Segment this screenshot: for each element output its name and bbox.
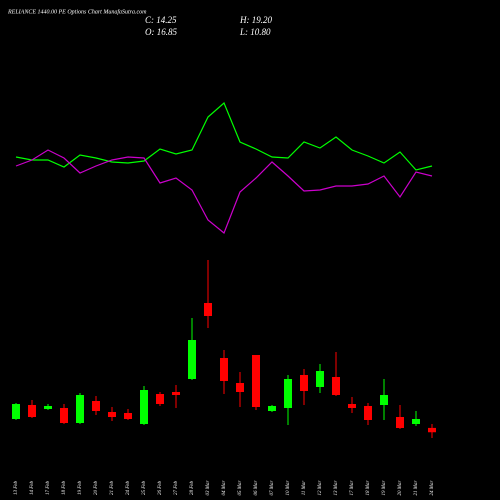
candle-body [348, 404, 356, 408]
candle-body [236, 383, 244, 392]
stat-high: H: 19.20 [239, 15, 272, 25]
candle-body [364, 406, 372, 420]
candle-body [156, 394, 164, 404]
x-tick-label: 17 Mar [350, 481, 355, 496]
x-tick-label: 14 Feb [30, 480, 35, 495]
x-tick-label: 28 Feb [190, 480, 195, 495]
x-tick-label: 25 Feb [142, 480, 147, 495]
x-tick-label: 21 Feb [110, 480, 115, 495]
stat-open: O: 16.85 [145, 27, 177, 37]
candle-body [140, 390, 148, 424]
candle-body [428, 427, 436, 433]
stat-low: L: 10.80 [239, 27, 271, 37]
x-tick-label: 05 Mar [238, 481, 243, 496]
x-tick-label: 13 Feb [14, 480, 19, 495]
candle-body [12, 404, 20, 419]
indicator-line [15, 101, 433, 171]
candle-body [28, 405, 36, 417]
candle-body [396, 417, 404, 428]
candle-body [204, 303, 212, 316]
candle-body [92, 401, 100, 411]
x-tick-label: 17 Feb [46, 480, 51, 495]
candle-body [252, 355, 260, 407]
candle-body [284, 379, 292, 408]
indicator-line [15, 149, 433, 234]
candle-body [124, 413, 132, 419]
x-tick-label: 21 Mar [414, 481, 419, 496]
candle-body [172, 392, 180, 395]
x-tick-label: 11 Mar [302, 481, 307, 496]
candle-body [188, 340, 196, 379]
candle-body [332, 377, 340, 395]
candle-body [108, 412, 116, 417]
x-tick-label: 26 Feb [158, 480, 163, 495]
candle-body [300, 375, 308, 391]
x-tick-label: 04 Mar [222, 481, 227, 496]
candle-body [60, 408, 68, 423]
x-tick-label: 24 Mar [430, 481, 435, 496]
chart-title: RELIANCE 1440.00 PE Options Chart Munafa… [7, 8, 147, 15]
candle-body [412, 419, 420, 424]
x-tick-label: 18 Feb [62, 480, 67, 495]
candle-body [76, 395, 84, 423]
stat-close: C: 14.25 [145, 15, 177, 25]
x-tick-label: 24 Feb [126, 480, 131, 495]
x-tick-label: 03 Mar [206, 481, 211, 496]
candle-body [380, 395, 388, 405]
x-tick-label: 13 Mar [334, 481, 339, 496]
x-tick-label: 27 Feb [174, 480, 179, 495]
candle-body [220, 358, 228, 381]
x-tick-label: 07 Mar [270, 481, 275, 496]
x-tick-label: 18 Mar [366, 481, 371, 496]
x-tick-label: 19 Mar [382, 481, 387, 496]
x-tick-label: 19 Feb [78, 480, 83, 495]
x-tick-label: 10 Mar [286, 481, 291, 496]
x-tick-label: 06 Mar [254, 481, 259, 496]
x-tick-label: 20 Feb [94, 480, 99, 495]
x-tick-label: 20 Mar [398, 481, 403, 496]
candle-body [316, 371, 324, 387]
x-tick-label: 12 Mar [318, 481, 323, 496]
candle-body [268, 406, 276, 411]
candle-body [44, 406, 52, 409]
